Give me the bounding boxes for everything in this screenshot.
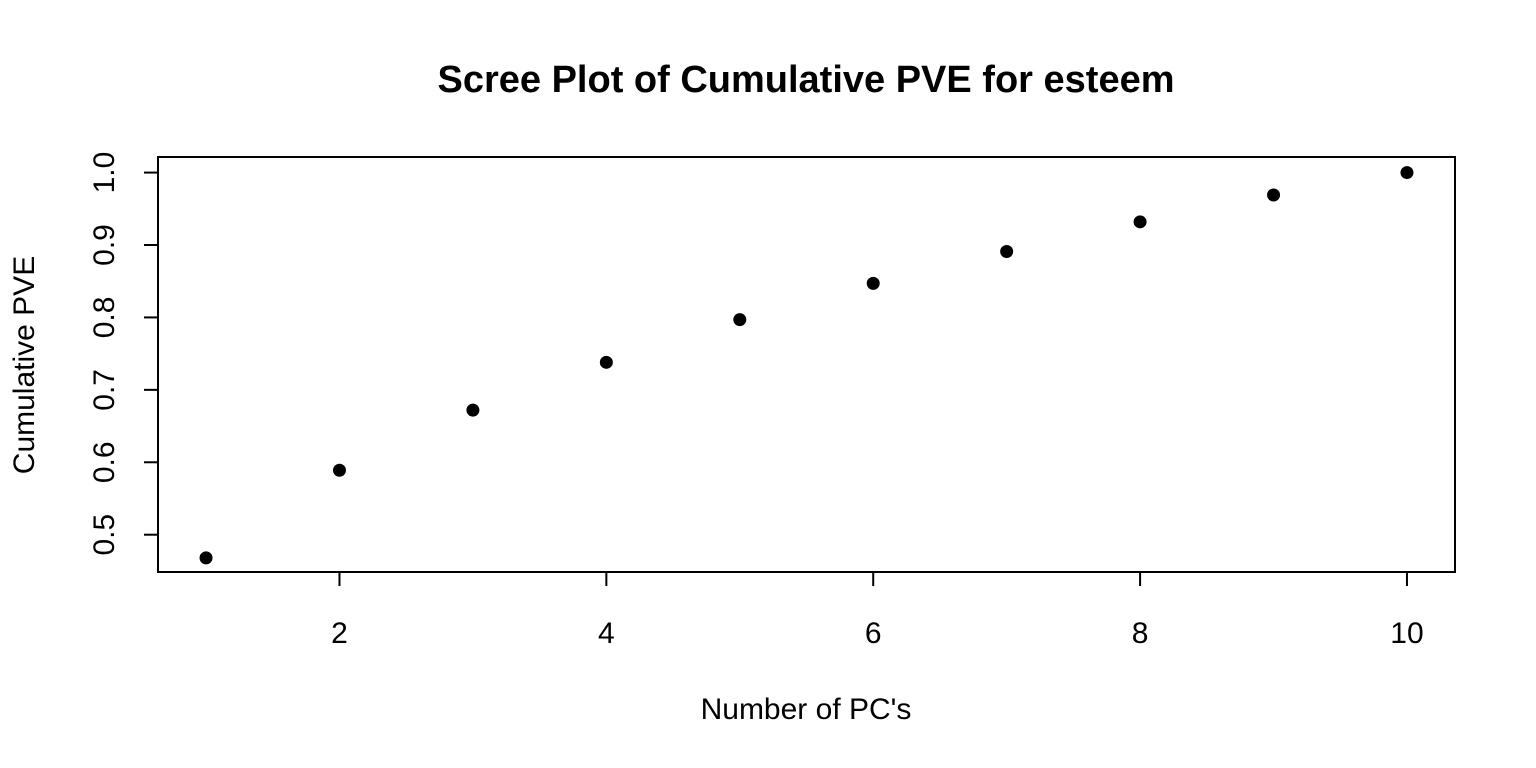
y-axis-label: Cumulative PVE — [8, 256, 41, 474]
data-point — [733, 313, 747, 327]
chart-title: Scree Plot of Cumulative PVE for esteem — [437, 59, 1174, 101]
data-point — [866, 276, 880, 290]
y-tick-label: 0.5 — [88, 514, 121, 556]
x-tick-label: 4 — [598, 617, 615, 650]
y-axis: 0.5 0.6 0.7 0.8 0.9 1.0 — [88, 152, 158, 556]
data-point — [1267, 188, 1281, 202]
plot-area-frame — [157, 156, 1456, 573]
data-point — [599, 355, 613, 369]
x-tick-label: 2 — [331, 617, 348, 650]
data-points — [199, 166, 1414, 565]
y-tick-label: 0.6 — [88, 441, 121, 483]
x-axis-label: Number of PC's — [701, 693, 912, 726]
data-point — [1000, 245, 1014, 259]
data-point — [466, 403, 480, 417]
x-tick-label: 8 — [1132, 617, 1149, 650]
x-axis: 2 4 6 8 10 — [331, 572, 1424, 650]
data-point — [1400, 166, 1414, 180]
data-point — [199, 551, 213, 565]
x-tick-label: 6 — [865, 617, 882, 650]
data-point — [332, 463, 346, 477]
y-tick-label: 0.8 — [88, 297, 121, 339]
y-tick-label: 1.0 — [88, 152, 121, 194]
x-tick-label: 10 — [1390, 617, 1423, 650]
y-tick-label: 0.9 — [88, 224, 121, 266]
y-tick-label: 0.7 — [88, 369, 121, 411]
data-point — [1133, 215, 1147, 229]
